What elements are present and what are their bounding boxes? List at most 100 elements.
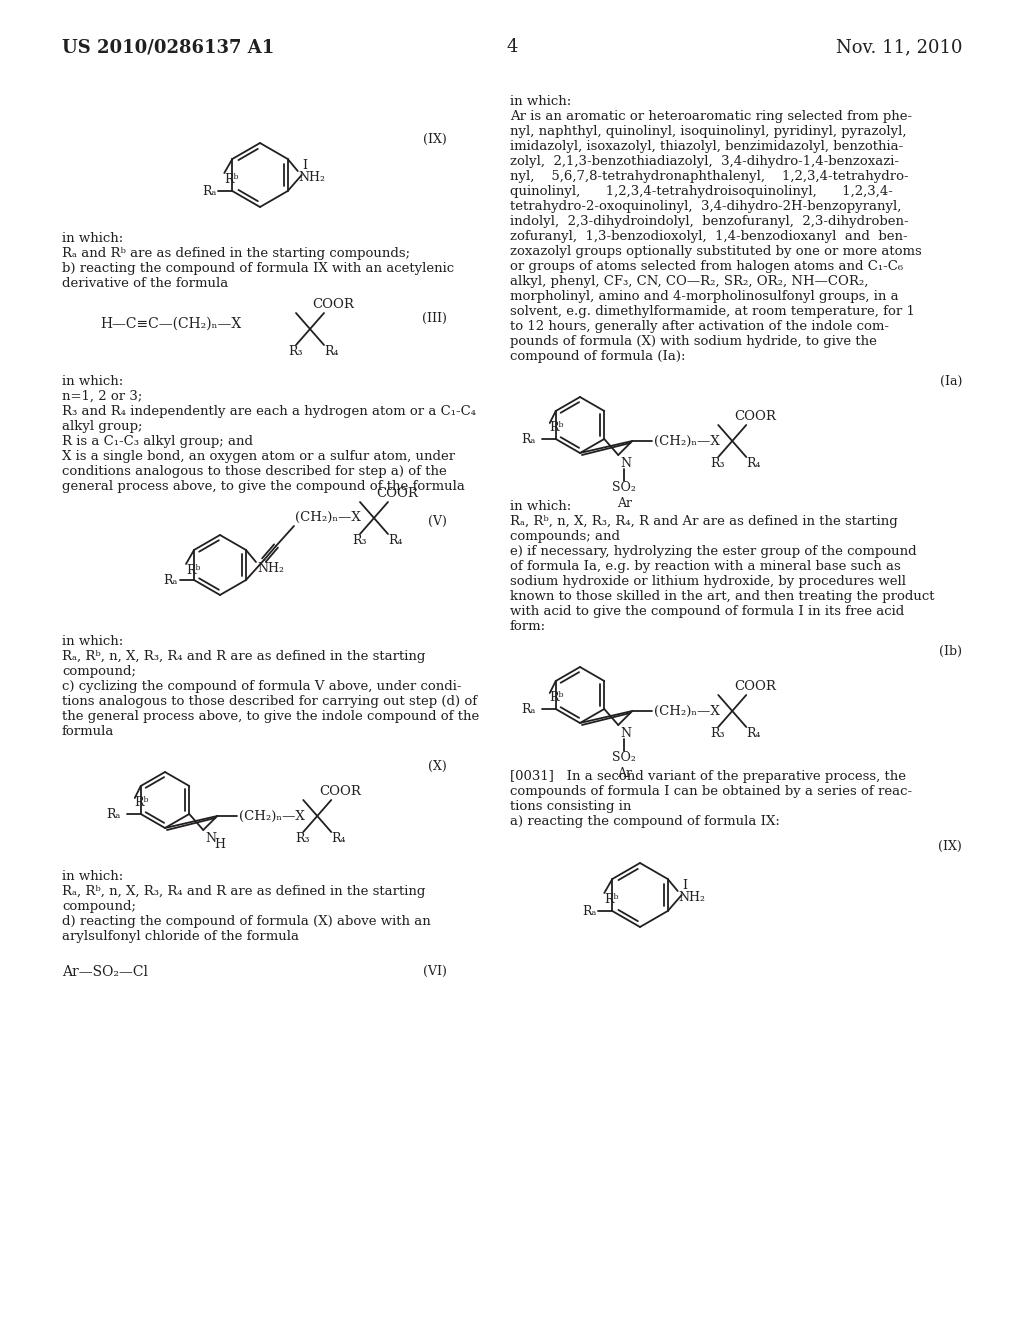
Text: COOR: COOR (734, 680, 776, 693)
Text: e) if necessary, hydrolyzing the ester group of the compound: e) if necessary, hydrolyzing the ester g… (510, 545, 916, 558)
Text: in which:: in which: (62, 635, 123, 648)
Text: in which:: in which: (510, 95, 571, 108)
Text: US 2010/0286137 A1: US 2010/0286137 A1 (62, 38, 274, 55)
Text: R is a C₁-C₃ alkyl group; and: R is a C₁-C₃ alkyl group; and (62, 436, 253, 447)
Text: NH₂: NH₂ (257, 562, 284, 576)
Text: R₃: R₃ (711, 457, 725, 470)
Text: sodium hydroxide or lithium hydroxide, by procedures well: sodium hydroxide or lithium hydroxide, b… (510, 576, 906, 587)
Text: Rᵇ: Rᵇ (604, 894, 618, 906)
Text: in which:: in which: (510, 500, 571, 513)
Text: the general process above, to give the indole compound of the: the general process above, to give the i… (62, 710, 479, 723)
Text: Rₐ: Rₐ (164, 574, 178, 587)
Text: (III): (III) (422, 312, 447, 325)
Text: quinolinyl,      1,2,3,4-tetrahydroisoquinolinyl,      1,2,3,4-: quinolinyl, 1,2,3,4-tetrahydroisoquinoli… (510, 185, 893, 198)
Text: tetrahydro-2-oxoquinolinyl,  3,4-dihydro-2H-benzopyranyl,: tetrahydro-2-oxoquinolinyl, 3,4-dihydro-… (510, 201, 901, 213)
Text: Ar: Ar (616, 498, 632, 510)
Text: (Ib): (Ib) (939, 645, 962, 657)
Text: (VI): (VI) (423, 965, 447, 978)
Text: X is a single bond, an oxygen atom or a sulfur atom, under: X is a single bond, an oxygen atom or a … (62, 450, 455, 463)
Text: R₄: R₄ (388, 535, 402, 546)
Text: zolyl,  2,1,3-benzothiadiazolyl,  3,4-dihydro-1,4-benzoxazi-: zolyl, 2,1,3-benzothiadiazolyl, 3,4-dihy… (510, 154, 899, 168)
Text: R₃: R₃ (352, 535, 367, 546)
Text: Rₐ: Rₐ (582, 906, 596, 917)
Text: SO₂: SO₂ (612, 480, 636, 494)
Text: Rₐ and Rᵇ are as defined in the starting compounds;: Rₐ and Rᵇ are as defined in the starting… (62, 247, 411, 260)
Text: morpholinyl, amino and 4-morpholinosulfonyl groups, in a: morpholinyl, amino and 4-morpholinosulfo… (510, 290, 899, 304)
Text: form:: form: (510, 620, 546, 634)
Text: Rₐ: Rₐ (521, 704, 536, 715)
Text: COOR: COOR (376, 487, 418, 500)
Text: conditions analogous to those described for step a) of the: conditions analogous to those described … (62, 465, 446, 478)
Text: Rᵇ: Rᵇ (224, 173, 239, 186)
Text: Ar: Ar (616, 767, 632, 780)
Text: compound;: compound; (62, 665, 136, 678)
Text: general process above, to give the compound of the formula: general process above, to give the compo… (62, 480, 465, 492)
Text: of formula Ia, e.g. by reaction with a mineral base such as: of formula Ia, e.g. by reaction with a m… (510, 560, 901, 573)
Text: nyl,    5,6,7,8-tetrahydronaphthalenyl,    1,2,3,4-tetrahydro-: nyl, 5,6,7,8-tetrahydronaphthalenyl, 1,2… (510, 170, 908, 183)
Text: R₄: R₄ (331, 832, 346, 845)
Text: zofuranyl,  1,3-benzodioxolyl,  1,4-benzodioxanyl  and  ben-: zofuranyl, 1,3-benzodioxolyl, 1,4-benzod… (510, 230, 907, 243)
Text: (IX): (IX) (938, 840, 962, 853)
Text: Rₐ: Rₐ (521, 433, 536, 446)
Text: R₄: R₄ (746, 457, 761, 470)
Text: to 12 hours, generally after activation of the indole com-: to 12 hours, generally after activation … (510, 319, 889, 333)
Text: Nov. 11, 2010: Nov. 11, 2010 (836, 38, 962, 55)
Text: (CH₂)ₙ—X: (CH₂)ₙ—X (240, 810, 305, 822)
Text: in which:: in which: (62, 870, 123, 883)
Text: SO₂: SO₂ (612, 751, 636, 764)
Text: 4: 4 (506, 38, 518, 55)
Text: tions analogous to those described for carrying out step (d) of: tions analogous to those described for c… (62, 696, 477, 708)
Text: R₄: R₄ (746, 727, 761, 741)
Text: Rₐ, Rᵇ, n, X, R₃, R₄, R and Ar are as defined in the starting: Rₐ, Rᵇ, n, X, R₃, R₄, R and Ar are as de… (510, 515, 898, 528)
Text: NH₂: NH₂ (299, 172, 326, 183)
Text: Rᵇ: Rᵇ (550, 421, 564, 434)
Text: (CH₂)ₙ—X: (CH₂)ₙ—X (654, 705, 720, 718)
Text: H—C≡C—(CH₂)ₙ—X: H—C≡C—(CH₂)ₙ—X (100, 317, 242, 331)
Text: [0031]   In a second variant of the preparative process, the: [0031] In a second variant of the prepar… (510, 770, 906, 783)
Text: arylsulfonyl chloride of the formula: arylsulfonyl chloride of the formula (62, 931, 299, 942)
Text: tions consisting in: tions consisting in (510, 800, 632, 813)
Text: pounds of formula (X) with sodium hydride, to give the: pounds of formula (X) with sodium hydrid… (510, 335, 877, 348)
Text: N: N (205, 832, 216, 845)
Text: with acid to give the compound of formula I in its free acid: with acid to give the compound of formul… (510, 605, 904, 618)
Text: d) reacting the compound of formula (X) above with an: d) reacting the compound of formula (X) … (62, 915, 431, 928)
Text: n=1, 2 or 3;: n=1, 2 or 3; (62, 389, 142, 403)
Text: (IX): (IX) (423, 133, 447, 147)
Text: derivative of the formula: derivative of the formula (62, 277, 228, 290)
Text: N: N (621, 457, 631, 470)
Text: indolyl,  2,3-dihydroindolyl,  benzofuranyl,  2,3-dihydroben-: indolyl, 2,3-dihydroindolyl, benzofurany… (510, 215, 908, 228)
Text: alkyl group;: alkyl group; (62, 420, 142, 433)
Text: Rₐ: Rₐ (202, 185, 216, 198)
Text: compound of formula (Ia):: compound of formula (Ia): (510, 350, 685, 363)
Text: R₃: R₃ (288, 345, 302, 358)
Text: COOR: COOR (312, 298, 354, 312)
Text: (X): (X) (428, 760, 447, 774)
Text: alkyl, phenyl, CF₃, CN, CO—R₂, SR₂, OR₂, NH—COR₂,: alkyl, phenyl, CF₃, CN, CO—R₂, SR₂, OR₂,… (510, 275, 868, 288)
Text: formula: formula (62, 725, 115, 738)
Text: nyl, naphthyl, quinolinyl, isoquinolinyl, pyridinyl, pyrazolyl,: nyl, naphthyl, quinolinyl, isoquinolinyl… (510, 125, 906, 139)
Text: Rₐ: Rₐ (106, 808, 121, 821)
Text: I: I (683, 879, 688, 892)
Text: R₄: R₄ (324, 345, 339, 358)
Text: compounds of formula I can be obtained by a series of reac-: compounds of formula I can be obtained b… (510, 785, 912, 799)
Text: Ar is an aromatic or heteroaromatic ring selected from phe-: Ar is an aromatic or heteroaromatic ring… (510, 110, 912, 123)
Text: in which:: in which: (62, 375, 123, 388)
Text: Ar—SO₂—Cl: Ar—SO₂—Cl (62, 965, 148, 979)
Text: b) reacting the compound of formula IX with an acetylenic: b) reacting the compound of formula IX w… (62, 261, 454, 275)
Text: (CH₂)ₙ—X: (CH₂)ₙ—X (654, 436, 720, 447)
Text: H: H (214, 838, 225, 851)
Text: Rₐ, Rᵇ, n, X, R₃, R₄ and R are as defined in the starting: Rₐ, Rᵇ, n, X, R₃, R₄ and R are as define… (62, 884, 425, 898)
Text: COOR: COOR (734, 411, 776, 422)
Text: R₃ and R₄ independently are each a hydrogen atom or a C₁-C₄: R₃ and R₄ independently are each a hydro… (62, 405, 476, 418)
Text: I: I (303, 158, 308, 172)
Text: N: N (621, 727, 631, 741)
Text: zoxazolyl groups optionally substituted by one or more atoms: zoxazolyl groups optionally substituted … (510, 246, 922, 257)
Text: R₃: R₃ (295, 832, 309, 845)
Text: (V): (V) (428, 515, 447, 528)
Text: a) reacting the compound of formula IX:: a) reacting the compound of formula IX: (510, 814, 780, 828)
Text: Rₐ, Rᵇ, n, X, R₃, R₄ and R are as defined in the starting: Rₐ, Rᵇ, n, X, R₃, R₄ and R are as define… (62, 649, 425, 663)
Text: known to those skilled in the art, and then treating the product: known to those skilled in the art, and t… (510, 590, 935, 603)
Text: Rᵇ: Rᵇ (550, 690, 564, 704)
Text: (CH₂)ₙ—X: (CH₂)ₙ—X (295, 511, 360, 524)
Text: Rᵇ: Rᵇ (186, 564, 201, 577)
